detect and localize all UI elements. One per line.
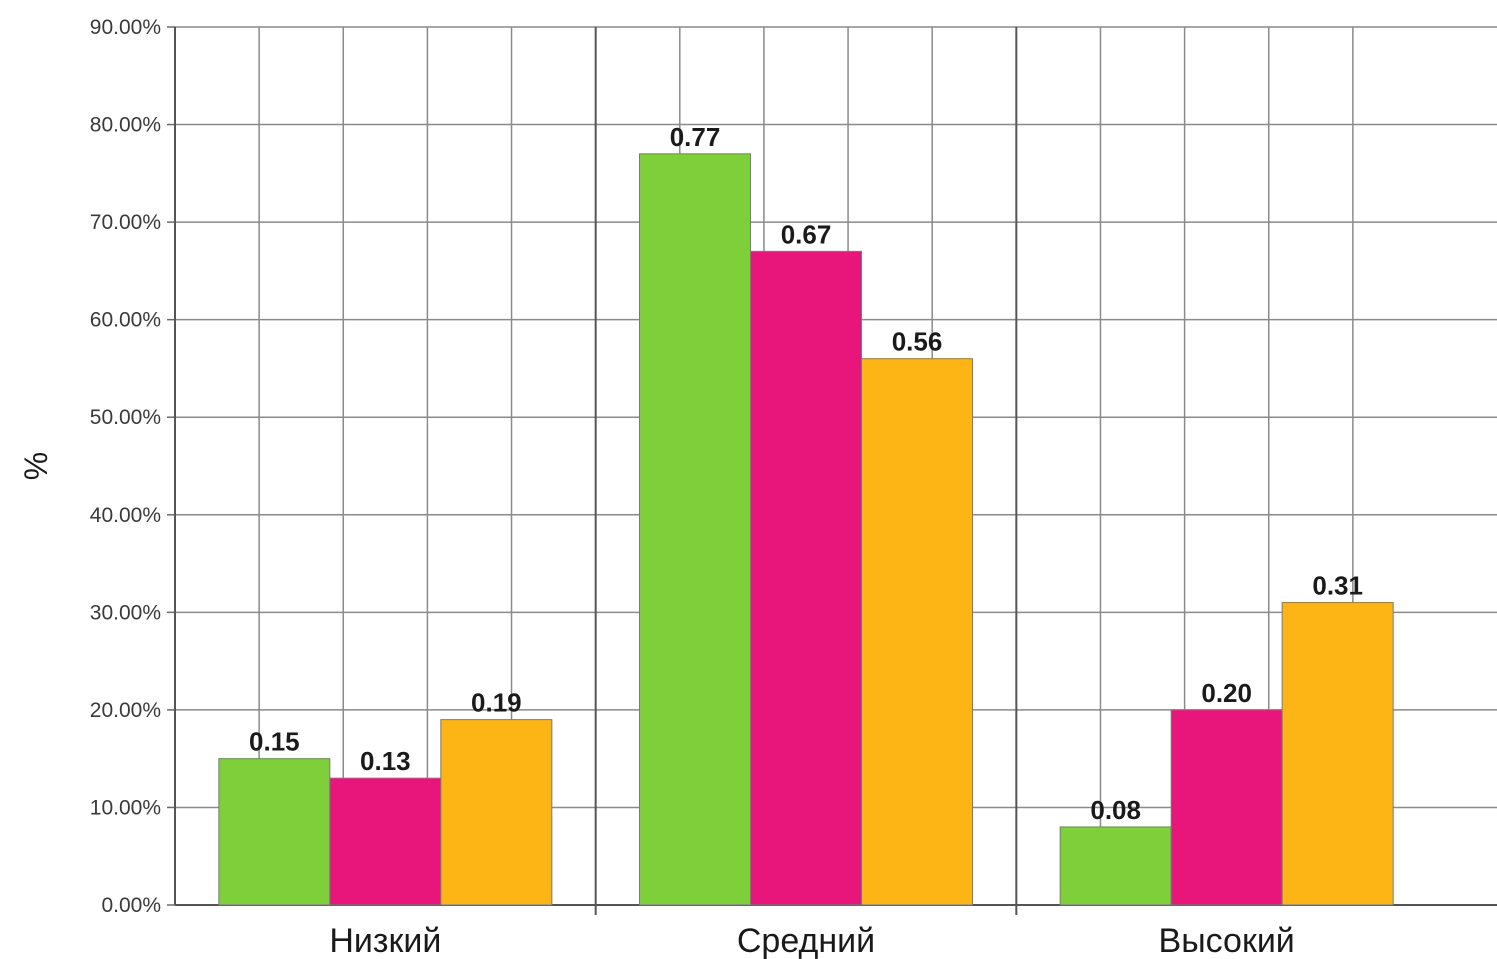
x-category-label: Высокий <box>1159 922 1295 959</box>
y-tick-label: 60.00% <box>90 309 161 332</box>
y-tick-label: 30.00% <box>90 601 161 624</box>
data-label: 0.19 <box>471 688 522 718</box>
bar <box>1281 602 1394 906</box>
data-labels: 0.15 0.13 0.19 0.77 0.67 0.56 0.08 0.20 0.31 <box>249 122 1363 825</box>
y-tick-label: 20.00% <box>90 699 161 722</box>
bar <box>1059 826 1172 906</box>
bar <box>218 758 331 906</box>
data-label: 0.08 <box>1090 795 1141 825</box>
bar <box>750 250 862 906</box>
x-category-label: Низкий <box>329 922 441 959</box>
bar <box>1170 709 1283 906</box>
y-tick-label: 50.00% <box>90 406 161 429</box>
bar <box>861 358 973 906</box>
y-axis-title: % <box>18 452 54 480</box>
data-label: 0.20 <box>1201 678 1252 708</box>
y-tick-label: 70.00% <box>90 211 161 234</box>
y-tick-label: 90.00% <box>90 16 161 39</box>
bars <box>218 153 1394 906</box>
y-tick-label: 0.00% <box>101 894 161 917</box>
bar <box>440 719 553 906</box>
data-label: 0.77 <box>670 122 721 152</box>
x-category-label: Средний <box>737 922 875 959</box>
bar <box>639 153 751 906</box>
axes: 0.00% 10.00% 20.00% 30.00% 40.00% 50.00% 60.00… <box>90 16 1497 959</box>
data-label: 0.13 <box>360 746 411 776</box>
data-label: 0.15 <box>249 727 300 757</box>
bar <box>329 777 442 906</box>
data-label: 0.67 <box>781 219 832 249</box>
data-label: 0.31 <box>1312 571 1363 601</box>
data-label: 0.56 <box>892 327 943 357</box>
y-tick-label: 80.00% <box>90 114 161 137</box>
y-tick-label: 10.00% <box>90 796 161 819</box>
y-tick-label: 40.00% <box>90 504 161 527</box>
